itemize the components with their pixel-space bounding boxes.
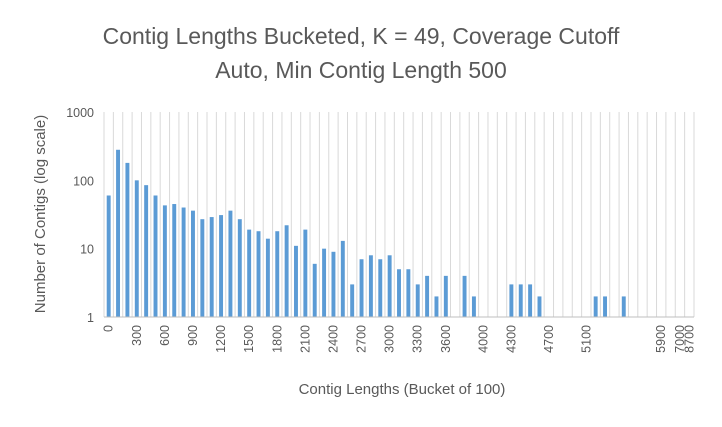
chart-title-line-1: Contig Lengths Bucketed, K = 49, Coverag… [103,23,620,49]
bar [471,296,476,317]
x-tick-label: 2100 [298,325,312,353]
bar [518,284,523,317]
bar [181,207,186,317]
bar [509,284,514,317]
bar [125,162,130,317]
bar [443,275,448,317]
bar [153,195,158,317]
x-tick-label: 1800 [270,325,284,353]
bar [162,205,167,317]
bar [415,284,420,317]
x-tick-label: 7000 [673,325,687,353]
bar [387,255,392,317]
bar [378,259,383,317]
bar [237,219,242,317]
bar [350,284,355,317]
x-tick-label: 3600 [439,325,453,353]
bar [284,225,289,317]
x-tick-label: 5900 [654,325,668,353]
y-tick-label: 100 [73,174,94,188]
x-tick-label: 2700 [355,325,369,353]
x-tick-label: 900 [186,325,200,346]
chart-title-line-2: Auto, Min Contig Length 500 [215,57,507,83]
bar [397,269,401,317]
bar [247,229,252,317]
x-tick-label: 2400 [326,325,340,353]
bar [209,217,214,317]
bar [593,296,598,317]
bar [294,245,298,317]
bar [200,219,205,317]
x-tick-label: 0 [102,325,116,332]
y-tick-label: 10 [80,243,94,257]
bar [331,251,336,317]
x-axis-title: Contig Lengths (Bucket of 100) [299,381,506,398]
x-tick-label: 600 [158,325,172,346]
bar [340,240,345,317]
bar [228,210,233,317]
bar [406,269,411,317]
x-tick-label: 4700 [542,325,556,353]
bars [106,149,626,317]
x-tick-label: 4300 [504,325,518,353]
x-tick-label: 1200 [214,325,228,353]
bar [134,180,139,317]
bar [265,238,270,317]
gridlines [103,112,695,317]
x-tick-label: 5100 [579,325,593,353]
bar [528,284,533,317]
x-tick-labels: 0 300 600 900 1200 1500 1800 2100 2400 2700 3000 33… [102,325,697,353]
bar [191,210,195,317]
bar [256,231,261,317]
bar [603,296,607,317]
bar [312,263,317,317]
y-tick-label: 1 [87,311,94,325]
x-tick-label: 4000 [476,325,490,353]
bar [275,231,280,317]
bar [621,296,626,317]
y-tick-labels: 1 10 100 1000 [66,106,94,325]
bar [116,149,121,317]
bar [425,275,430,317]
x-tick-label: 300 [130,325,144,346]
bar [106,195,111,317]
bar [368,255,373,317]
x-tick-label: 3300 [411,325,425,353]
bar [219,215,224,317]
x-tick-label: 8700 [682,325,696,353]
bar [537,296,542,317]
x-tick-label: 1500 [242,325,256,353]
bar [359,259,364,317]
y-axis-title: Number of Contigs (log scale) [32,115,49,313]
bar [172,204,177,317]
bar [303,229,308,317]
bar [144,185,149,317]
y-tick-label: 1000 [66,106,94,120]
bar [462,275,467,317]
x-tick-label: 3000 [383,325,397,353]
bar [434,296,439,317]
bar [322,248,327,317]
